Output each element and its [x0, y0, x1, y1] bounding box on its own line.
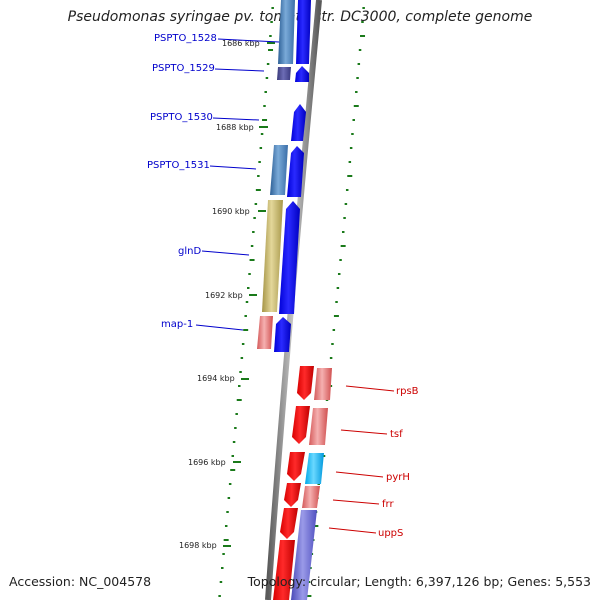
gene-arrow-upps[interactable] [280, 508, 298, 539]
gene-block-rpsb[interactable] [314, 368, 332, 400]
gene-arrow-continued[interactable] [273, 540, 295, 600]
gene-arrow-pspto-1529[interactable] [295, 66, 309, 82]
gene-label-frr[interactable]: frr [382, 499, 394, 510]
gene-label-tsf[interactable]: tsf [390, 429, 403, 440]
gene-block-glnd[interactable] [262, 200, 283, 312]
gene-label-map-1[interactable]: map-1 [161, 319, 193, 330]
gene-label-pyrh[interactable]: pyrH [386, 472, 410, 483]
gene-arrow-glnd[interactable] [279, 201, 300, 314]
kbp-label: 1698 kbp [179, 541, 217, 550]
gene-label-glnd[interactable]: glnD [178, 246, 201, 257]
kbp-label: 1688 kbp [216, 123, 254, 132]
gene-arrow-pspto-1528[interactable] [296, 0, 311, 64]
gene-arrow-pspto-1530[interactable] [291, 104, 306, 141]
gene-arrow-pspto-1531[interactable] [287, 146, 304, 197]
gene-arrow-pyrh[interactable] [287, 452, 305, 481]
forward-gene-labels: PSPTO_1528 PSPTO_1529 PSPTO_1530 PSPTO_1… [147, 33, 280, 331]
kbp-label: 1692 kbp [205, 291, 243, 300]
accession-text: Accession: NC_004578 [9, 574, 152, 589]
kbp-label: 1694 kbp [197, 374, 235, 383]
gene-arrow-rpsb[interactable] [297, 366, 314, 400]
gene-label-pspto-1530[interactable]: PSPTO_1530 [150, 112, 213, 123]
gene-arrow-tsf[interactable] [292, 406, 310, 444]
gene-block-map-1[interactable] [257, 316, 273, 349]
forward-gene-blocks [257, 0, 311, 352]
kbp-label: 1686 kbp [222, 39, 260, 48]
gene-block-upps[interactable] [291, 510, 317, 600]
gene-label-rpsb[interactable]: rpsB [396, 386, 419, 397]
gene-label-pspto-1528[interactable]: PSPTO_1528 [154, 33, 217, 44]
kbp-label: 1690 kbp [212, 207, 250, 216]
scale-labels: 1686 kbp 1688 kbp 1690 kbp 1692 kbp 1694… [179, 39, 260, 550]
reverse-gene-labels: rpsB tsf pyrH frr uppS [328, 385, 419, 539]
gene-label-upps[interactable]: uppS [378, 528, 403, 539]
gene-block-frr[interactable] [302, 486, 320, 508]
gene-block-tsf[interactable] [309, 408, 328, 445]
gene-label-pspto-1531[interactable]: PSPTO_1531 [147, 160, 210, 171]
gene-block-pspto-1528[interactable] [278, 0, 295, 64]
topology-stats: Topology: circular; Length: 6,397,126 bp… [247, 574, 591, 589]
gene-block-pspto-1529[interactable] [277, 67, 291, 80]
gene-arrow-frr[interactable] [284, 483, 301, 507]
gene-label-pspto-1529[interactable]: PSPTO_1529 [152, 63, 215, 74]
reverse-gene-blocks [273, 366, 332, 600]
gene-block-pspto-1531[interactable] [270, 145, 288, 195]
gene-block-pyrh[interactable] [305, 453, 324, 484]
kbp-label: 1696 kbp [188, 458, 226, 467]
gene-arrow-map-1[interactable] [274, 317, 291, 352]
scale-ticks [223, 42, 275, 547]
